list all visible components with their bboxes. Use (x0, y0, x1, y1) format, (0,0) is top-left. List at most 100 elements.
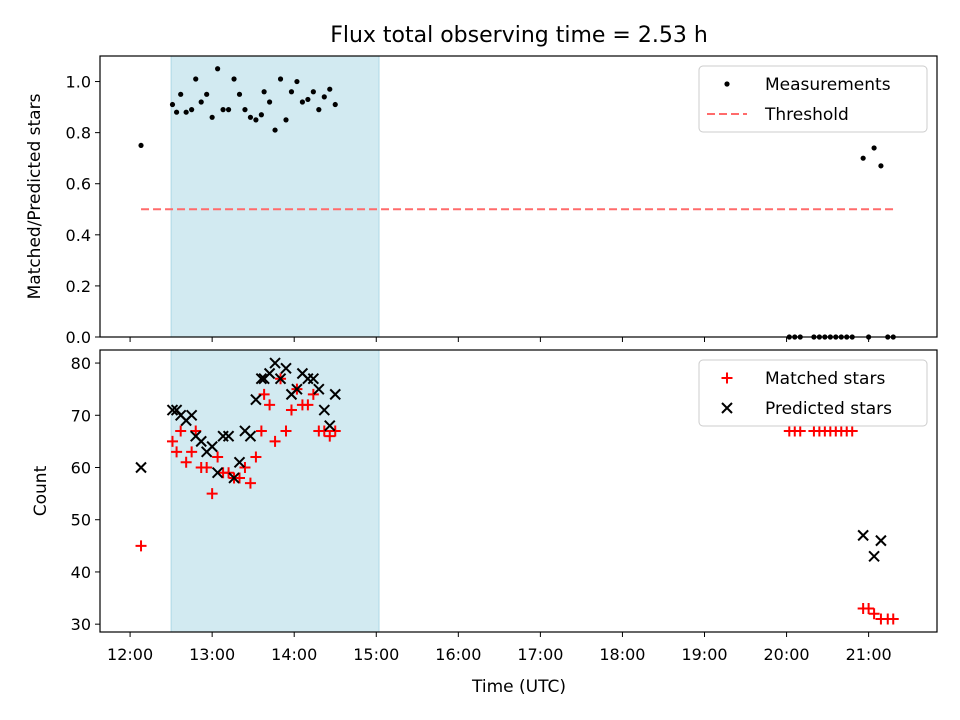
y-axis-label: Matched/Predicted stars (25, 93, 45, 299)
data-point (166, 435, 178, 447)
data-point (261, 89, 267, 95)
x-tick-label: 12:00 (107, 645, 153, 664)
data-point (169, 101, 176, 108)
data-point (255, 373, 268, 385)
data-point (280, 425, 292, 437)
data-point (327, 86, 333, 92)
data-point (190, 425, 202, 437)
series-predicted-stars (135, 357, 887, 562)
data-point (138, 142, 144, 149)
data-point (242, 107, 248, 113)
legend-box (698, 359, 928, 427)
y-tick-label: 80 (71, 354, 91, 373)
y-tick-label: 0.4 (66, 226, 91, 245)
data-point (206, 488, 218, 500)
data-point (321, 94, 327, 100)
data-point (244, 477, 256, 489)
legend-marker (721, 402, 733, 414)
data-point (878, 163, 884, 169)
data-point (266, 99, 273, 105)
y-tick-label: 1.0 (66, 73, 91, 92)
observing-span-shade (170, 55, 380, 338)
data-point (324, 430, 336, 442)
data-point (211, 467, 224, 479)
y-tick-label: 0.8 (66, 124, 91, 143)
data-point (863, 603, 875, 614)
x-tick-label: 20:00 (764, 645, 810, 664)
legend-marker (724, 81, 730, 87)
data-point (215, 66, 221, 72)
data-point (173, 109, 180, 115)
legend: Measurements Threshold (698, 65, 928, 133)
legend-label: Matched stars (765, 369, 885, 389)
bottom-panel: 30 40 50 60 70 80 12:00 13:00 14:00 15:00 16:00 17:… (31, 349, 938, 664)
series-measurements (138, 66, 896, 340)
legend-marker (721, 372, 733, 384)
y-tick-label: 0.2 (66, 277, 91, 296)
x-tick-label: 21:00 (846, 645, 892, 664)
x-tick-label: 13:00 (189, 645, 235, 664)
data-point (234, 472, 245, 484)
data-point (135, 540, 147, 552)
data-point (277, 76, 284, 82)
legend-label: Predicted stars (765, 399, 892, 419)
data-point (332, 101, 338, 108)
data-point (887, 613, 899, 625)
data-point (307, 373, 320, 385)
data-point (186, 446, 198, 458)
data-point (166, 404, 179, 416)
data-point (280, 362, 292, 374)
data-point (288, 89, 295, 95)
y-tick-label: 60 (71, 459, 91, 478)
data-point (247, 114, 254, 120)
data-point (269, 435, 281, 447)
y-tick-label: 0.0 (66, 328, 91, 347)
x-axis-label: Time (UTC) (471, 677, 566, 697)
data-point (272, 127, 278, 133)
data-point (175, 425, 187, 437)
data-point (269, 357, 281, 369)
y-tick-label: 0.6 (66, 175, 91, 194)
chart-title: Flux total observing time = 2.53 h (330, 23, 708, 48)
data-point (233, 456, 246, 468)
data-point (318, 425, 330, 437)
data-point (794, 425, 806, 437)
series-matched-stars (135, 373, 899, 625)
x-tick-label: 17:00 (517, 645, 563, 664)
axes-frame (99, 55, 938, 338)
data-point (222, 430, 235, 442)
data-point (283, 117, 289, 123)
data-point (178, 91, 184, 97)
data-point (253, 117, 259, 123)
data-point (212, 451, 224, 463)
data-point (857, 529, 869, 542)
x-tick-label: 16:00 (435, 645, 481, 664)
data-point (291, 383, 303, 395)
axes-frame (99, 349, 938, 633)
data-point (236, 91, 243, 97)
data-point (189, 107, 195, 113)
legend: Matched stars Predicted stars (698, 359, 928, 427)
data-point (228, 472, 240, 484)
data-point (860, 155, 866, 161)
data-point (183, 109, 189, 115)
data-point (220, 107, 226, 113)
data-point (201, 462, 213, 473)
x-tick-label: 15:00 (353, 645, 399, 664)
data-point (307, 388, 319, 400)
x-tick-label: 19:00 (681, 645, 727, 664)
data-point (171, 446, 183, 458)
data-point (868, 550, 880, 562)
legend-box (698, 65, 928, 133)
data-point (871, 145, 877, 151)
data-point (135, 461, 147, 474)
y-tick-label: 50 (71, 511, 91, 530)
data-point (299, 99, 306, 105)
top-panel: 0.0 0.2 0.4 0.6 0.8 1.0 Matched/Predicted star… (25, 55, 938, 347)
data-point (195, 435, 207, 448)
data-point (239, 462, 251, 473)
legend-label: Threshold (764, 105, 849, 125)
data-point (875, 534, 887, 547)
data-point (209, 114, 215, 120)
